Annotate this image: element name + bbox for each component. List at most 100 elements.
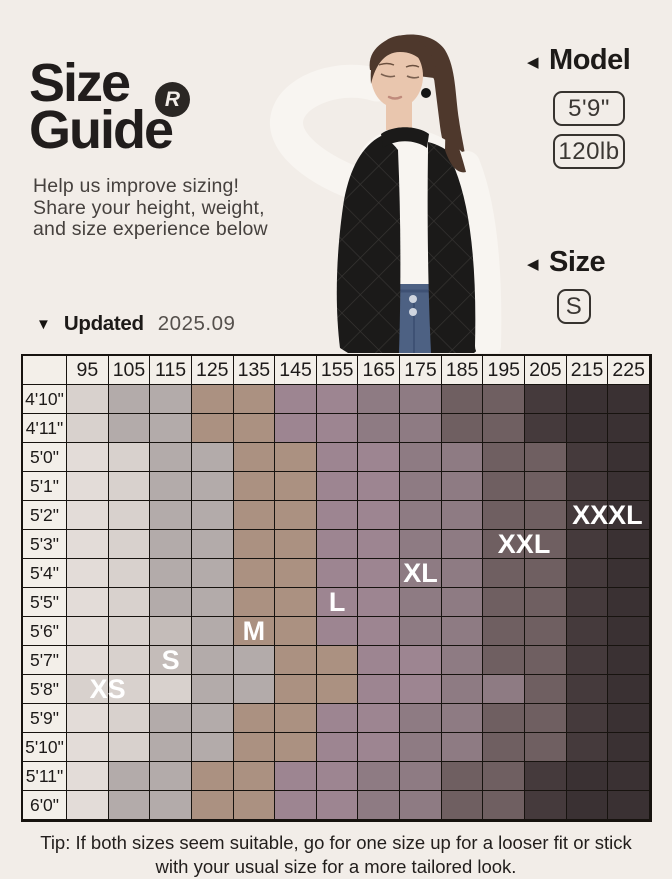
size-cell — [233, 472, 276, 501]
size-cell — [108, 762, 151, 791]
size-cell — [441, 762, 484, 791]
size-cell — [150, 501, 192, 530]
size-cell — [316, 414, 359, 443]
size-cell — [150, 791, 192, 820]
size-cell — [108, 617, 151, 646]
raised-arm — [270, 64, 394, 205]
size-cell — [67, 588, 109, 617]
size-cell — [400, 704, 442, 733]
size-cell — [400, 646, 442, 675]
size-cell — [316, 791, 359, 820]
size-cell — [316, 472, 359, 501]
size-cell — [108, 791, 151, 820]
size-cell — [108, 530, 151, 559]
size-cell — [608, 704, 650, 733]
size-cell — [525, 472, 567, 501]
size-cell — [400, 501, 442, 530]
size-cell — [608, 385, 650, 414]
size-cell — [483, 762, 526, 791]
model-photo-illustration — [270, 34, 502, 359]
size-cell — [608, 617, 650, 646]
size-cell — [483, 791, 526, 820]
size-cell — [316, 617, 359, 646]
size-cell — [400, 472, 442, 501]
size-cell — [483, 704, 526, 733]
earring — [421, 88, 431, 98]
size-cell — [400, 733, 442, 762]
size-cell — [108, 472, 151, 501]
size-cell — [441, 733, 484, 762]
size-cell — [191, 588, 234, 617]
model-size-badge: S — [557, 289, 591, 324]
lips — [387, 95, 403, 100]
size-cell — [191, 414, 234, 443]
size-cell — [566, 675, 609, 704]
left-arm — [454, 151, 502, 359]
size-cell — [483, 675, 526, 704]
size-cell — [150, 414, 192, 443]
size-chart: 95 105 115 125 135 145 155 165 175 185 195 205 215 22… — [21, 354, 652, 822]
model-photo — [250, 0, 540, 359]
size-cell: XL — [400, 558, 442, 588]
size-cell — [358, 646, 401, 675]
size-cell — [608, 762, 650, 791]
size-cell — [358, 443, 401, 472]
col-header-cell: 115 — [150, 356, 192, 385]
col-header-cell: 135 — [233, 356, 276, 385]
size-cell — [566, 762, 609, 791]
page-title-line2: Guide — [29, 100, 174, 160]
down-triangle-icon: ▼ — [36, 315, 51, 333]
subtitle-line: Share your height, weight, — [33, 196, 265, 219]
size-cell — [483, 414, 526, 443]
size-cell — [67, 472, 109, 501]
size-cell — [400, 414, 442, 443]
size-cell — [441, 414, 484, 443]
size-cell — [525, 385, 567, 414]
brand-logo: R — [155, 82, 190, 117]
row-header-cell: 5'9" — [23, 704, 67, 733]
row-header-cell: 4'10" — [23, 385, 67, 414]
size-cell — [316, 733, 359, 762]
col-header-cell: 185 — [441, 356, 484, 385]
row-header-cell: 5'5" — [23, 588, 67, 617]
size-cell — [483, 646, 526, 675]
size-cell — [400, 530, 442, 559]
row-header-cell: 5'1" — [23, 472, 67, 501]
size-cell — [358, 762, 401, 791]
size-cell — [441, 791, 484, 820]
size-cell — [441, 588, 484, 617]
size-cell — [233, 704, 276, 733]
size-cell — [275, 733, 317, 762]
size-cell — [67, 530, 109, 559]
size-cell — [566, 646, 609, 675]
size-cell — [108, 588, 151, 617]
col-header-cell: 125 — [191, 356, 234, 385]
size-cell — [566, 472, 609, 501]
vest-collar — [381, 127, 429, 148]
size-label-l: L — [328, 586, 346, 617]
size-cell — [316, 675, 359, 704]
size-cell — [608, 414, 650, 443]
size-cell — [483, 733, 526, 762]
size-cell — [358, 414, 401, 443]
size-cell — [566, 617, 609, 646]
size-cell — [233, 646, 276, 675]
size-cell — [483, 443, 526, 472]
size-cell — [233, 385, 276, 414]
page-title-line1: Size — [29, 53, 131, 113]
subtitle-line: and size experience below — [33, 218, 268, 240]
model-height-badge: 5'9" — [553, 91, 625, 126]
brand-logo-letter: R — [164, 87, 181, 111]
size-cell — [608, 646, 650, 675]
row-header-cell: 5'8" — [23, 675, 67, 704]
size-cell — [483, 559, 526, 588]
size-cell — [608, 791, 650, 820]
model-heading: ◀ Model — [527, 44, 631, 77]
size-cell: S — [150, 645, 192, 675]
size-cell — [233, 501, 276, 530]
size-cell — [233, 733, 276, 762]
row-header-cell: 5'6" — [23, 617, 67, 646]
size-cell — [566, 588, 609, 617]
size-cell — [525, 704, 567, 733]
size-cell — [191, 617, 234, 646]
